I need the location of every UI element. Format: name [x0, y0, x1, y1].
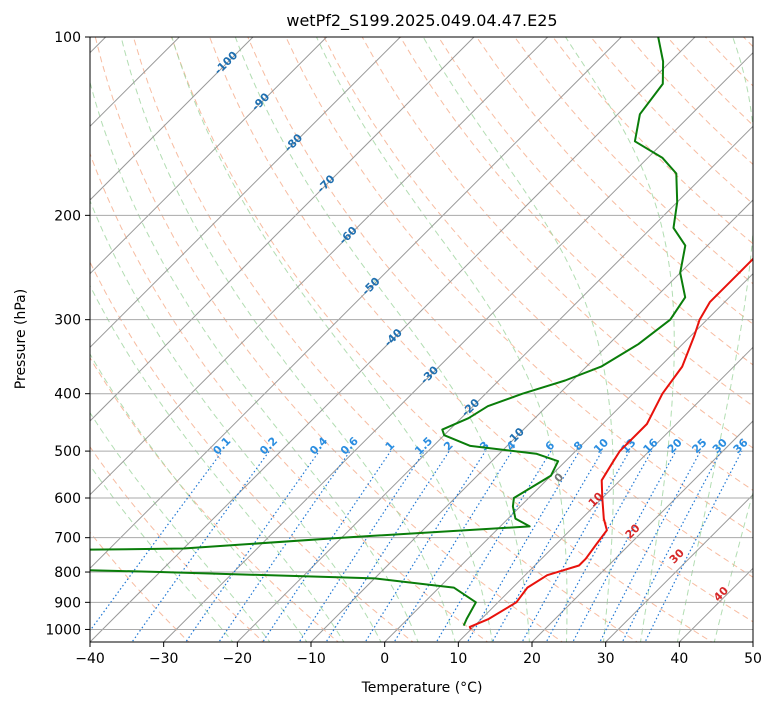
x-tick-label: 50: [744, 651, 762, 667]
isotherm: [384, 272, 753, 642]
x-tick-label: 20: [523, 651, 541, 667]
moist-adiabat: [90, 80, 419, 642]
mixing-ratio-line: [298, 450, 425, 642]
isotherm: [310, 199, 753, 642]
x-tick-label: −20: [223, 651, 253, 667]
x-axis: −40 −30 −20 −10 0 10 20 30 40 50: [75, 642, 762, 667]
y-tick-label: 400: [54, 387, 81, 403]
x-tick-label: 30: [597, 651, 615, 667]
isobars: [90, 37, 753, 630]
x-tick-label: 0: [380, 651, 389, 667]
dry-adiabat: [209, 37, 753, 623]
x-tick-label: −10: [296, 651, 326, 667]
y-tick-label: 1000: [45, 622, 81, 638]
mixing-ratio-line: [325, 450, 450, 642]
moist-adiabat: [90, 199, 382, 642]
y-tick-label: 700: [54, 531, 81, 547]
y-tick-label: 500: [54, 444, 81, 460]
mixing-ratio-line: [572, 450, 677, 642]
mixing-ratio-line: [393, 450, 513, 642]
isotherm: [457, 346, 753, 642]
mixing-ratio-line: [131, 450, 270, 642]
plot-frame: [89, 36, 754, 643]
dry-adiabat: [323, 37, 753, 491]
dry-adiabat: [90, 152, 489, 642]
y-tick-label: 800: [54, 565, 81, 581]
y-axis-label: Pressure (hPa): [13, 289, 29, 389]
dry-adiabat: [399, 37, 753, 407]
dry-adiabat: [247, 37, 753, 578]
dry-adiabat: [361, 37, 753, 449]
dry-adiabat: [132, 37, 638, 642]
y-tick-label: 600: [54, 491, 81, 507]
mixing-ratio-line: [218, 450, 351, 642]
mixing-ratio-line: [599, 450, 702, 642]
isotherm: [90, 37, 622, 570]
isotherm: [605, 493, 753, 642]
y-axis: 100 200 300 400 500 600 700 800 900 1000: [45, 30, 90, 638]
isotherm: [90, 37, 475, 422]
mixing-ratio-line: [262, 450, 392, 642]
isotherm: [90, 37, 401, 349]
isotherm: [90, 37, 254, 201]
mixing-ratio-line: [364, 450, 486, 642]
y-tick-label: 300: [54, 313, 81, 329]
isotherm: [90, 37, 696, 642]
dry-adiabats: [90, 37, 753, 642]
mixing-ratio-line: [621, 450, 722, 642]
mixing-ratio-line: [185, 450, 320, 642]
mixing-ratio-line: [90, 450, 223, 632]
isotherm: [531, 420, 753, 642]
temperature-profile-line: [468, 257, 753, 630]
dry-adiabat: [94, 37, 564, 642]
dry-adiabat: [170, 37, 713, 642]
dry-adiabat: [90, 446, 265, 642]
isotherm: [163, 51, 753, 642]
x-axis-label: Temperature (°C): [361, 680, 483, 696]
isotherm: [90, 37, 549, 496]
dry-adiabat: [285, 37, 753, 535]
y-tick-label: 100: [54, 30, 81, 46]
dry-adiabat: [437, 37, 753, 366]
mixing-ratio-line: [466, 450, 580, 642]
x-tick-label: 40: [670, 651, 688, 667]
x-tick-label: −40: [75, 651, 105, 667]
chart-title: wetPf2_S199.2025.049.04.47.E25: [286, 11, 557, 31]
dewpoint-profile-line: [90, 37, 687, 627]
isotherms: [90, 37, 753, 642]
x-tick-label: −30: [149, 651, 179, 667]
isotherm: [236, 125, 753, 642]
profile-lines: [90, 37, 753, 630]
x-tick-label: 10: [449, 651, 467, 667]
mixing-ratio-lines: [90, 450, 743, 642]
y-tick-label: 900: [54, 595, 81, 611]
plot-area: -100-90-80-70-60-50-40-30-20-100.1 0.2 0.4…: [90, 37, 753, 642]
y-tick-label: 200: [54, 208, 81, 224]
isotherm: [90, 37, 328, 275]
